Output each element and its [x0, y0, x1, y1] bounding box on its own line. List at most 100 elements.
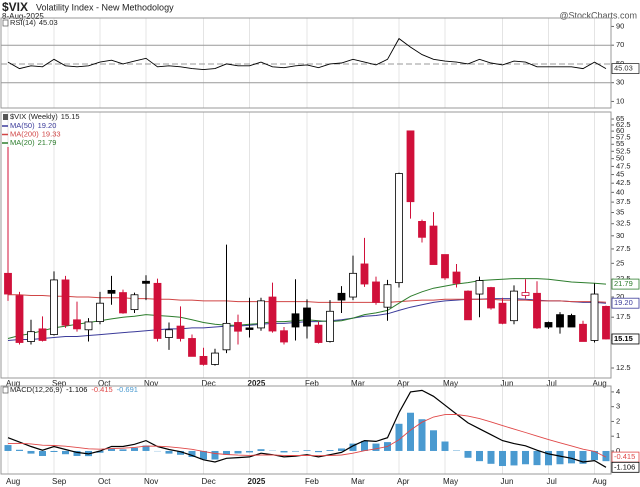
candle-body: [199, 355, 208, 365]
x-tick-label: Nov: [144, 379, 158, 388]
legend: $VIX (Weekly) 15.15: [10, 112, 80, 121]
candle-body: [360, 263, 369, 285]
panel-frame: [0, 111, 612, 379]
last-value-tag: 19.20: [611, 297, 640, 309]
legend: MA(20) 21.79: [10, 138, 56, 147]
candle-body: [73, 319, 81, 330]
tag-label: 45.03: [614, 64, 633, 73]
histogram-bar: [602, 450, 610, 462]
credit: @StockCharts.com: [559, 10, 637, 20]
histogram-bar: [361, 440, 368, 451]
histogram-bar: [568, 450, 575, 464]
y-tick-label: 65: [616, 114, 624, 123]
histogram-bar: [510, 450, 518, 466]
histogram-bar: [4, 445, 12, 451]
y-tick-label: 20: [616, 292, 624, 301]
candle-body: [487, 287, 495, 309]
y-tick-label: 30: [616, 231, 624, 240]
tag-label: -1.106: [614, 462, 635, 471]
histogram-bar: [407, 412, 414, 451]
macd-line: [7, 414, 607, 458]
x-tick-label: May: [443, 379, 458, 388]
x-tick-label: Aug: [6, 477, 20, 486]
candle-body: [521, 292, 530, 296]
histogram-bar: [119, 449, 127, 451]
legend-name: MA(50): [10, 121, 35, 130]
y-tick-label: 62.5: [616, 120, 631, 129]
histogram-bar: [556, 450, 564, 465]
candle-body: [406, 130, 415, 203]
legend-value: -0.691: [117, 385, 138, 394]
histogram-bar: [395, 423, 403, 451]
x-tick-label: 2025: [248, 477, 266, 486]
legend-value: 15.15: [61, 112, 80, 121]
candle-body: [418, 221, 426, 238]
candle-body: [498, 302, 507, 324]
histogram-bar: [257, 449, 265, 451]
rsi-line: [7, 37, 607, 71]
histogram-bar: [108, 448, 115, 451]
x-tick-label: Mar: [351, 379, 365, 388]
candle-body: [211, 352, 219, 365]
histogram-bar: [234, 450, 242, 454]
candle-body: [372, 281, 380, 303]
histogram-bar: [487, 450, 495, 464]
legend: RSI(14) 45.03: [10, 18, 58, 27]
legend-title: $VIX (Weekly): [10, 112, 58, 121]
last-value-tag: -0.415: [611, 451, 640, 463]
histogram-bar: [499, 450, 506, 467]
last-value-tag: -1.106: [611, 461, 640, 473]
x-tick-label: Feb: [305, 379, 319, 388]
histogram-bar: [96, 450, 104, 453]
x-tick-label: Aug: [593, 379, 607, 388]
candle-body: [579, 323, 587, 342]
candle-body: [153, 282, 162, 339]
legend-value: 45.03: [39, 18, 58, 27]
x-tick-label: Dec: [202, 477, 216, 486]
legend-value: 19.33: [42, 129, 61, 138]
y-tick-label: 40: [616, 187, 624, 196]
histogram-bar: [39, 450, 46, 456]
candle-body: [464, 290, 472, 321]
candle-body: [544, 322, 553, 328]
candle-body: [176, 325, 185, 339]
x-tick-label: Jun: [501, 379, 514, 388]
y-tick-label: 60: [616, 126, 624, 135]
x-tick-label: Jul: [547, 379, 557, 388]
candle-body: [395, 173, 403, 284]
histogram-bar: [579, 450, 587, 464]
x-tick-label: Sep: [52, 379, 67, 388]
legend-value: 21.79: [38, 138, 57, 147]
histogram-bar: [430, 430, 437, 451]
candle-body: [452, 271, 461, 284]
histogram-bar: [441, 441, 449, 451]
candle-body: [268, 296, 277, 332]
candle-body: [510, 290, 518, 322]
y-tick-label: 1: [616, 431, 620, 440]
candle-body: [383, 284, 392, 308]
x-tick-label: Jun: [501, 477, 514, 486]
candle-body: [142, 280, 150, 284]
x-tick-label: Sep: [52, 477, 67, 486]
candle-body: [257, 300, 265, 329]
candle-body: [38, 328, 47, 341]
tag-box: [611, 333, 640, 345]
panel-frame: [0, 17, 612, 109]
legend: MACD(12,26,9) -1.106 -0.415 -0.691: [10, 385, 138, 394]
candle-body: [84, 321, 93, 331]
candle-body: [567, 315, 576, 328]
candle-body: [50, 279, 58, 335]
y-tick-label: 57.5: [616, 133, 631, 142]
tag-label: -0.415: [614, 452, 635, 461]
histogram-bar: [533, 450, 541, 466]
y-tick-label: 27.5: [616, 244, 631, 253]
tag-label: 21.79: [614, 279, 633, 288]
instrument-name: Volatility Index - New Methodology: [36, 2, 174, 12]
histogram-bar: [27, 450, 35, 454]
y-tick-label: 0: [616, 446, 620, 455]
candle-body: [429, 225, 438, 265]
last-value-tag: 45.03: [611, 63, 640, 74]
candle-body: [27, 331, 35, 342]
candle-body: [349, 272, 357, 298]
